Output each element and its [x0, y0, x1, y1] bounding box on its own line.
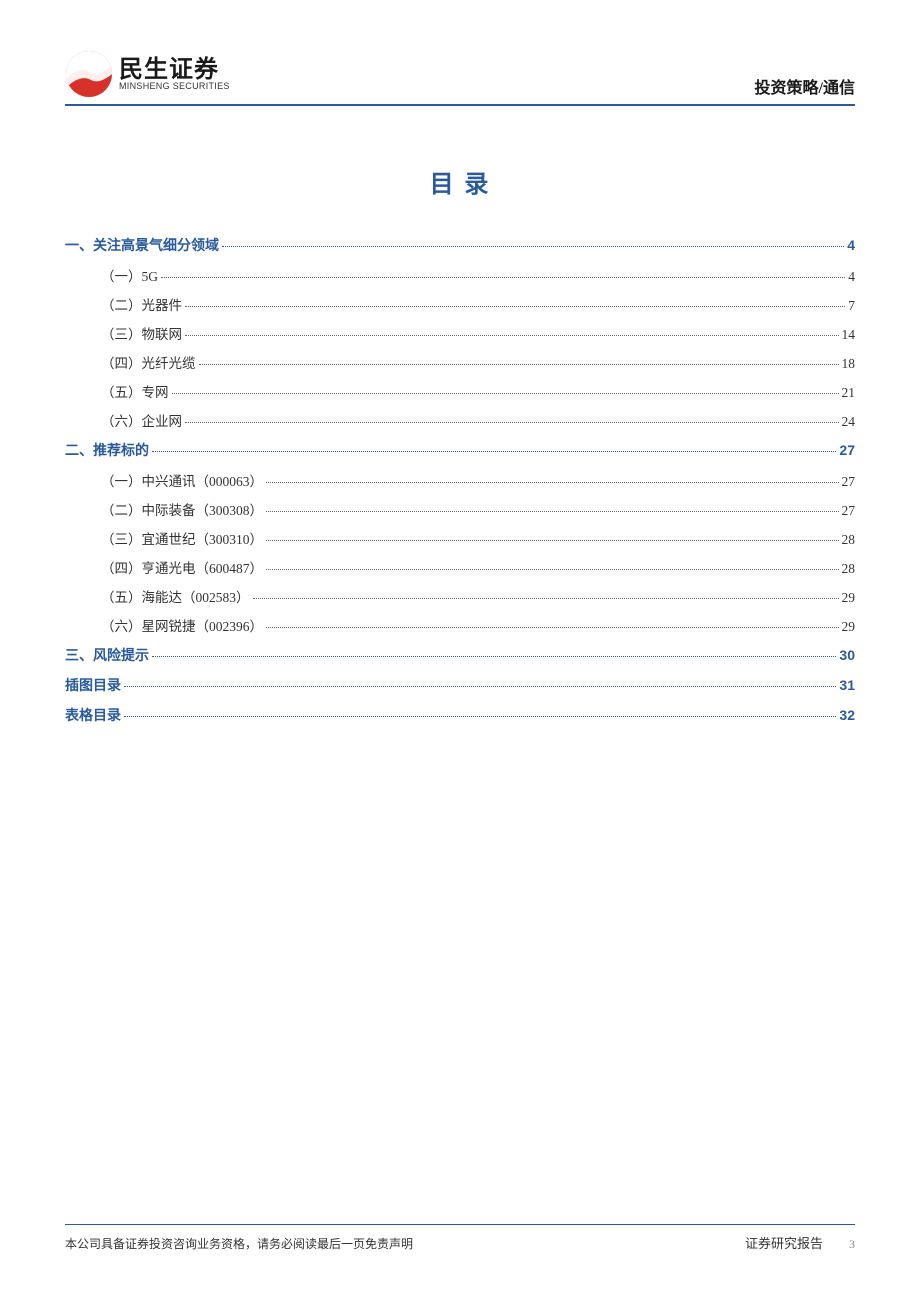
header-category: 投资策略/通信	[755, 74, 855, 98]
toc-page-number: 31	[839, 677, 855, 693]
page-header: 民生证券 MINSHENG SECURITIES 投资策略/通信	[65, 50, 855, 106]
toc-entry-level1[interactable]: 插图目录 31	[65, 675, 855, 695]
toc-label: （二）光器件	[101, 294, 182, 314]
toc-leader	[253, 598, 839, 599]
toc-page-number: 4	[848, 269, 855, 285]
toc-leader	[266, 482, 839, 483]
toc-label: （三）物联网	[101, 323, 182, 343]
toc-label: 表格目录	[65, 705, 121, 725]
toc-page-number: 18	[842, 356, 856, 372]
toc-page-number: 14	[842, 327, 856, 343]
toc-leader	[185, 306, 845, 307]
toc-entry-level2[interactable]: （四）光纤光缆 18	[65, 352, 855, 372]
toc-page-number: 21	[842, 385, 856, 401]
toc-entry-level2[interactable]: （四）亨通光电（600487） 28	[65, 557, 855, 577]
page-footer: 本公司具备证券投资咨询业务资格，请务必阅读最后一页免责声明 证券研究报告 3	[65, 1224, 855, 1252]
toc-page-number: 32	[839, 707, 855, 723]
footer-page-number: 3	[849, 1237, 855, 1252]
toc-page-number: 24	[842, 414, 856, 430]
footer-disclaimer: 本公司具备证券投资咨询业务资格，请务必阅读最后一页免责声明	[65, 1235, 413, 1252]
toc-label: 二、推荐标的	[65, 440, 149, 460]
toc-entry-level1[interactable]: 三、风险提示 30	[65, 645, 855, 665]
toc-page-number: 30	[839, 647, 855, 663]
toc-label: （五）专网	[101, 381, 169, 401]
toc-entry-level1[interactable]: 二、推荐标的 27	[65, 440, 855, 460]
table-of-contents: 一、关注高景气细分领域 4 （一）5G 4 （二）光器件 7 （三）物联网 14 （四）光纤光缆…	[65, 235, 855, 725]
toc-label: （四）光纤光缆	[101, 352, 196, 372]
toc-page-number: 28	[842, 532, 856, 548]
toc-label: （六）企业网	[101, 410, 182, 430]
toc-page-number: 27	[842, 503, 856, 519]
toc-entry-level1[interactable]: 一、关注高景气细分领域 4	[65, 235, 855, 255]
toc-label: 一、关注高景气细分领域	[65, 235, 219, 255]
toc-entry-level2[interactable]: （六）企业网 24	[65, 410, 855, 430]
toc-entry-level2[interactable]: （五）专网 21	[65, 381, 855, 401]
toc-leader	[266, 540, 839, 541]
toc-leader	[266, 627, 839, 628]
toc-entry-level2[interactable]: （六）星网锐捷（002396） 29	[65, 615, 855, 635]
logo-text-main: 民生证券	[119, 57, 230, 82]
footer-right: 证券研究报告 3	[745, 1233, 855, 1252]
toc-leader	[222, 246, 844, 247]
toc-label: 三、风险提示	[65, 645, 149, 665]
toc-page-number: 28	[842, 561, 856, 577]
toc-entry-level1[interactable]: 表格目录 32	[65, 705, 855, 725]
toc-entry-level2[interactable]: （二）光器件 7	[65, 294, 855, 314]
toc-page-number: 29	[842, 590, 856, 606]
toc-leader	[266, 511, 839, 512]
toc-entry-level2[interactable]: （一）中兴通讯（000063） 27	[65, 470, 855, 490]
toc-entry-level2[interactable]: （五）海能达（002583） 29	[65, 586, 855, 606]
toc-page-number: 27	[839, 442, 855, 458]
toc-leader	[161, 277, 845, 278]
logo-block: 民生证券 MINSHENG SECURITIES	[65, 50, 230, 98]
toc-leader	[172, 393, 839, 394]
toc-label: （四）亨通光电（600487）	[101, 557, 263, 577]
page-container: 民生证券 MINSHENG SECURITIES 投资策略/通信 目 录 一、关…	[0, 0, 920, 1302]
toc-page-number: 7	[848, 298, 855, 314]
toc-leader	[185, 335, 839, 336]
toc-label: （五）海能达（002583）	[101, 586, 250, 606]
footer-report-type: 证券研究报告	[745, 1233, 823, 1252]
minsheng-logo-icon	[65, 50, 113, 98]
toc-label: （三）宜通世纪（300310）	[101, 528, 263, 548]
toc-label: （一）中兴通讯（000063）	[101, 470, 263, 490]
toc-leader	[185, 422, 839, 423]
toc-label: （二）中际装备（300308）	[101, 499, 263, 519]
toc-entry-level2[interactable]: （三）物联网 14	[65, 323, 855, 343]
toc-page-number: 27	[842, 474, 856, 490]
toc-leader	[199, 364, 839, 365]
toc-leader	[152, 656, 836, 657]
logo-text: 民生证券 MINSHENG SECURITIES	[119, 57, 230, 92]
toc-entry-level2[interactable]: （三）宜通世纪（300310） 28	[65, 528, 855, 548]
toc-page-number: 29	[842, 619, 856, 635]
toc-label: （一）5G	[101, 265, 158, 285]
toc-leader	[124, 716, 836, 717]
toc-page-number: 4	[847, 237, 855, 253]
toc-label: 插图目录	[65, 675, 121, 695]
toc-leader	[152, 451, 836, 452]
toc-entry-level2[interactable]: （二）中际装备（300308） 27	[65, 499, 855, 519]
toc-leader	[124, 686, 836, 687]
logo-text-sub: MINSHENG SECURITIES	[119, 82, 230, 91]
toc-entry-level2[interactable]: （一）5G 4	[65, 265, 855, 285]
page-title: 目 录	[65, 164, 855, 199]
toc-label: （六）星网锐捷（002396）	[101, 615, 263, 635]
toc-leader	[266, 569, 839, 570]
